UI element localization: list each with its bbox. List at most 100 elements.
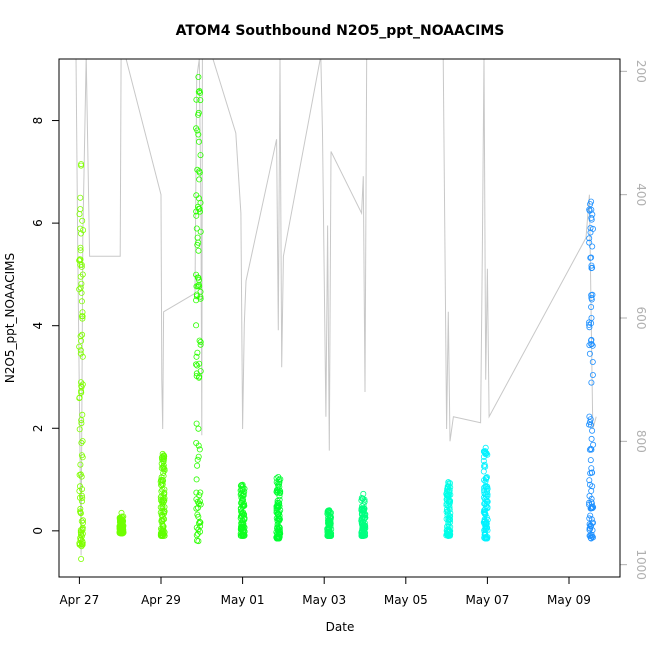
data-point [159,481,166,488]
data-point [587,512,594,519]
data-point [78,417,85,424]
data-point [160,463,167,470]
data-point [589,503,596,510]
point-cluster-2 [157,450,168,540]
data-point [158,465,165,472]
data-point [589,342,596,349]
data-point [76,540,83,547]
data-point [327,514,334,521]
point-cluster-8 [443,479,454,540]
data-point [587,481,594,488]
data-point [79,454,86,461]
data-point [196,176,203,183]
data-point [588,535,595,542]
data-point [78,439,85,446]
data-point [444,495,451,502]
data-point [117,516,124,523]
data-point [79,313,86,320]
data-point [118,530,125,537]
data-point [116,519,123,526]
data-point [193,291,200,298]
data-point [193,353,200,360]
data-point [588,487,595,494]
data-point [587,525,594,532]
data-point [79,217,86,224]
data-point [482,448,489,455]
data-point [76,343,83,350]
data-point [274,499,281,506]
data-point [483,497,490,504]
data-point [445,523,452,530]
data-point [192,361,199,368]
data-point [78,518,85,525]
data-point [79,486,86,493]
data-point [484,488,491,495]
data-point [482,444,489,451]
data-point [273,529,280,536]
y-tick-label: 2 [31,424,45,432]
point-cluster-10 [586,198,597,542]
data-point [193,420,200,427]
data-point [195,442,202,449]
data-point [79,331,86,338]
data-point [195,520,202,527]
data-point [79,353,86,360]
data-point [586,350,593,357]
x-tick-label: Apr 29 [141,593,181,607]
data-point [193,496,200,503]
data-point [196,528,203,535]
data-point [588,206,595,213]
data-point [588,254,595,261]
data-point [78,337,85,344]
data-point [195,276,202,283]
data-point [238,508,245,515]
x-tick-label: May 03 [302,593,346,607]
data-point [482,451,489,458]
data-point [326,533,333,540]
data-point [193,225,200,232]
data-point [445,531,452,538]
data-point [119,517,126,524]
data-point [79,271,86,278]
data-point [77,194,84,201]
data-point [196,208,203,215]
data-point [193,192,200,199]
point-cluster-5 [273,473,284,542]
data-point [197,228,204,235]
data-point [159,533,166,540]
data-point [80,517,87,524]
data-point [361,505,368,512]
data-point [119,529,126,536]
data-point [78,532,85,539]
data-point [586,527,593,534]
data-point [443,531,450,538]
y-tick-label: 8 [31,117,45,125]
data-point [193,297,200,304]
data-point [78,533,85,540]
data-point [159,454,166,461]
data-point [589,427,596,434]
x-tick-label: May 09 [547,593,591,607]
data-point [194,511,201,518]
data-point [197,338,204,345]
data-point [238,497,245,504]
data-point [588,292,595,299]
data-point [443,496,450,503]
data-point [325,525,332,532]
data-point [193,96,200,103]
data-point [444,492,451,499]
data-point [78,289,85,296]
data-point [483,474,490,481]
data-point [588,214,595,221]
data-point [197,152,204,159]
data-point [78,280,85,287]
data-point [193,271,200,278]
data-point [359,521,366,528]
data-point [275,482,282,489]
data-point [195,111,202,118]
data-point [77,206,84,213]
data-point [480,487,487,494]
data-point [587,421,594,428]
data-point [77,509,84,516]
data-point [193,505,200,512]
